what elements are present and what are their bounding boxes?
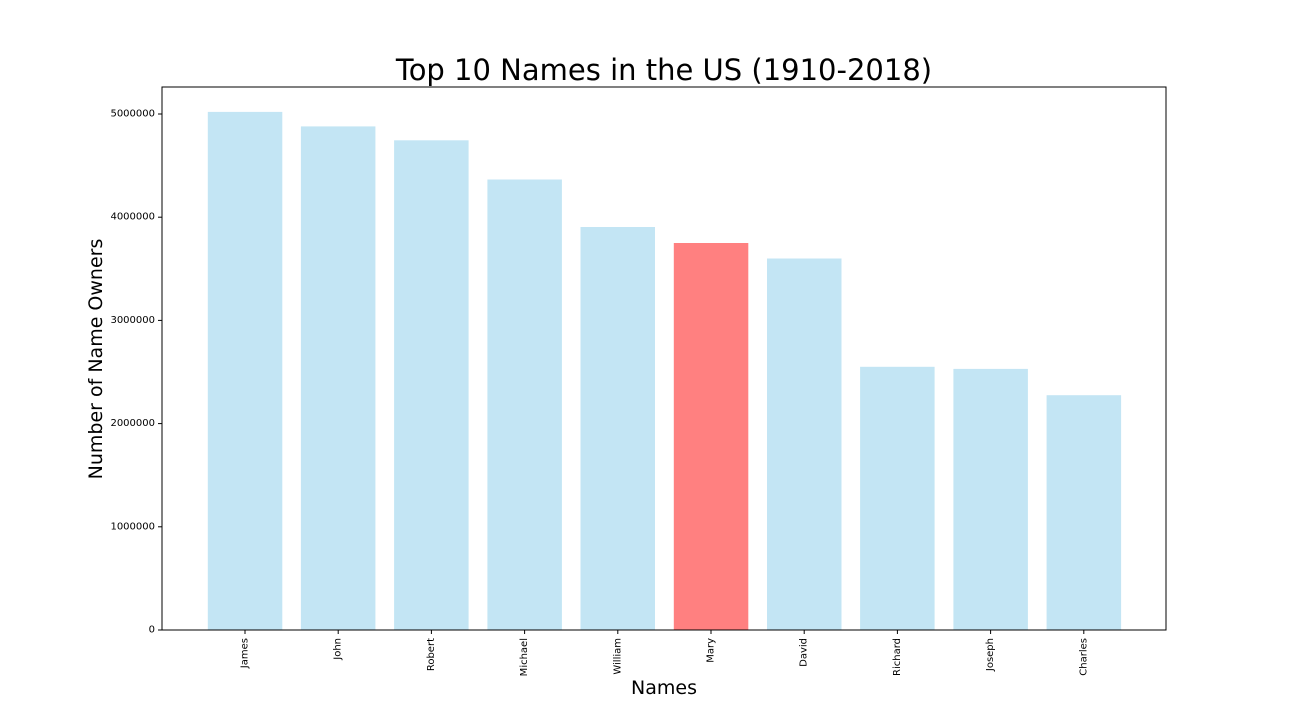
x-tick-label: Michael [519,638,530,676]
x-axis-label: Names [631,677,697,699]
x-tick-label: John [333,638,344,661]
x-axis-ticks: James John Robert Michael William Mary David Ri… [240,630,1089,676]
plot-frame [161,86,1167,631]
x-tick-label: William [612,638,623,675]
y-tick-label: 1000000 [110,521,155,532]
bar-mary [673,243,749,630]
y-tick-label: 0 [149,625,155,636]
y-tick-label: 5000000 [110,109,155,120]
x-tick-label: Mary [706,638,717,663]
x-tick-label: James [240,638,251,669]
bar-david [767,258,842,630]
x-tick-label: David [799,638,810,667]
bar-charles [1046,395,1122,630]
y-tick-label: 2000000 [110,418,155,429]
x-tick-label: Robert [426,638,437,671]
y-tick-label: 4000000 [110,212,155,223]
bar-joseph [953,368,1028,630]
x-tick-label: Charles [1078,638,1089,676]
y-axis-ticks: 0 1000000 2000000 3000000 4000000 5000000 [110,109,162,636]
y-tick-label: 3000000 [110,315,155,326]
bar-john [300,126,376,631]
x-tick-label: Richard [892,638,903,676]
bar-robert [394,140,469,631]
bar-richard [860,366,935,630]
bar-james [207,111,283,630]
bar-michael [487,179,562,630]
chart-title: Top 10 Names in the US (1910-2018) [395,53,932,87]
x-tick-label: Joseph [985,638,996,672]
y-axis-label: Number of Name Owners [85,239,107,480]
bars-group [207,111,1122,631]
bar-william [580,227,655,630]
